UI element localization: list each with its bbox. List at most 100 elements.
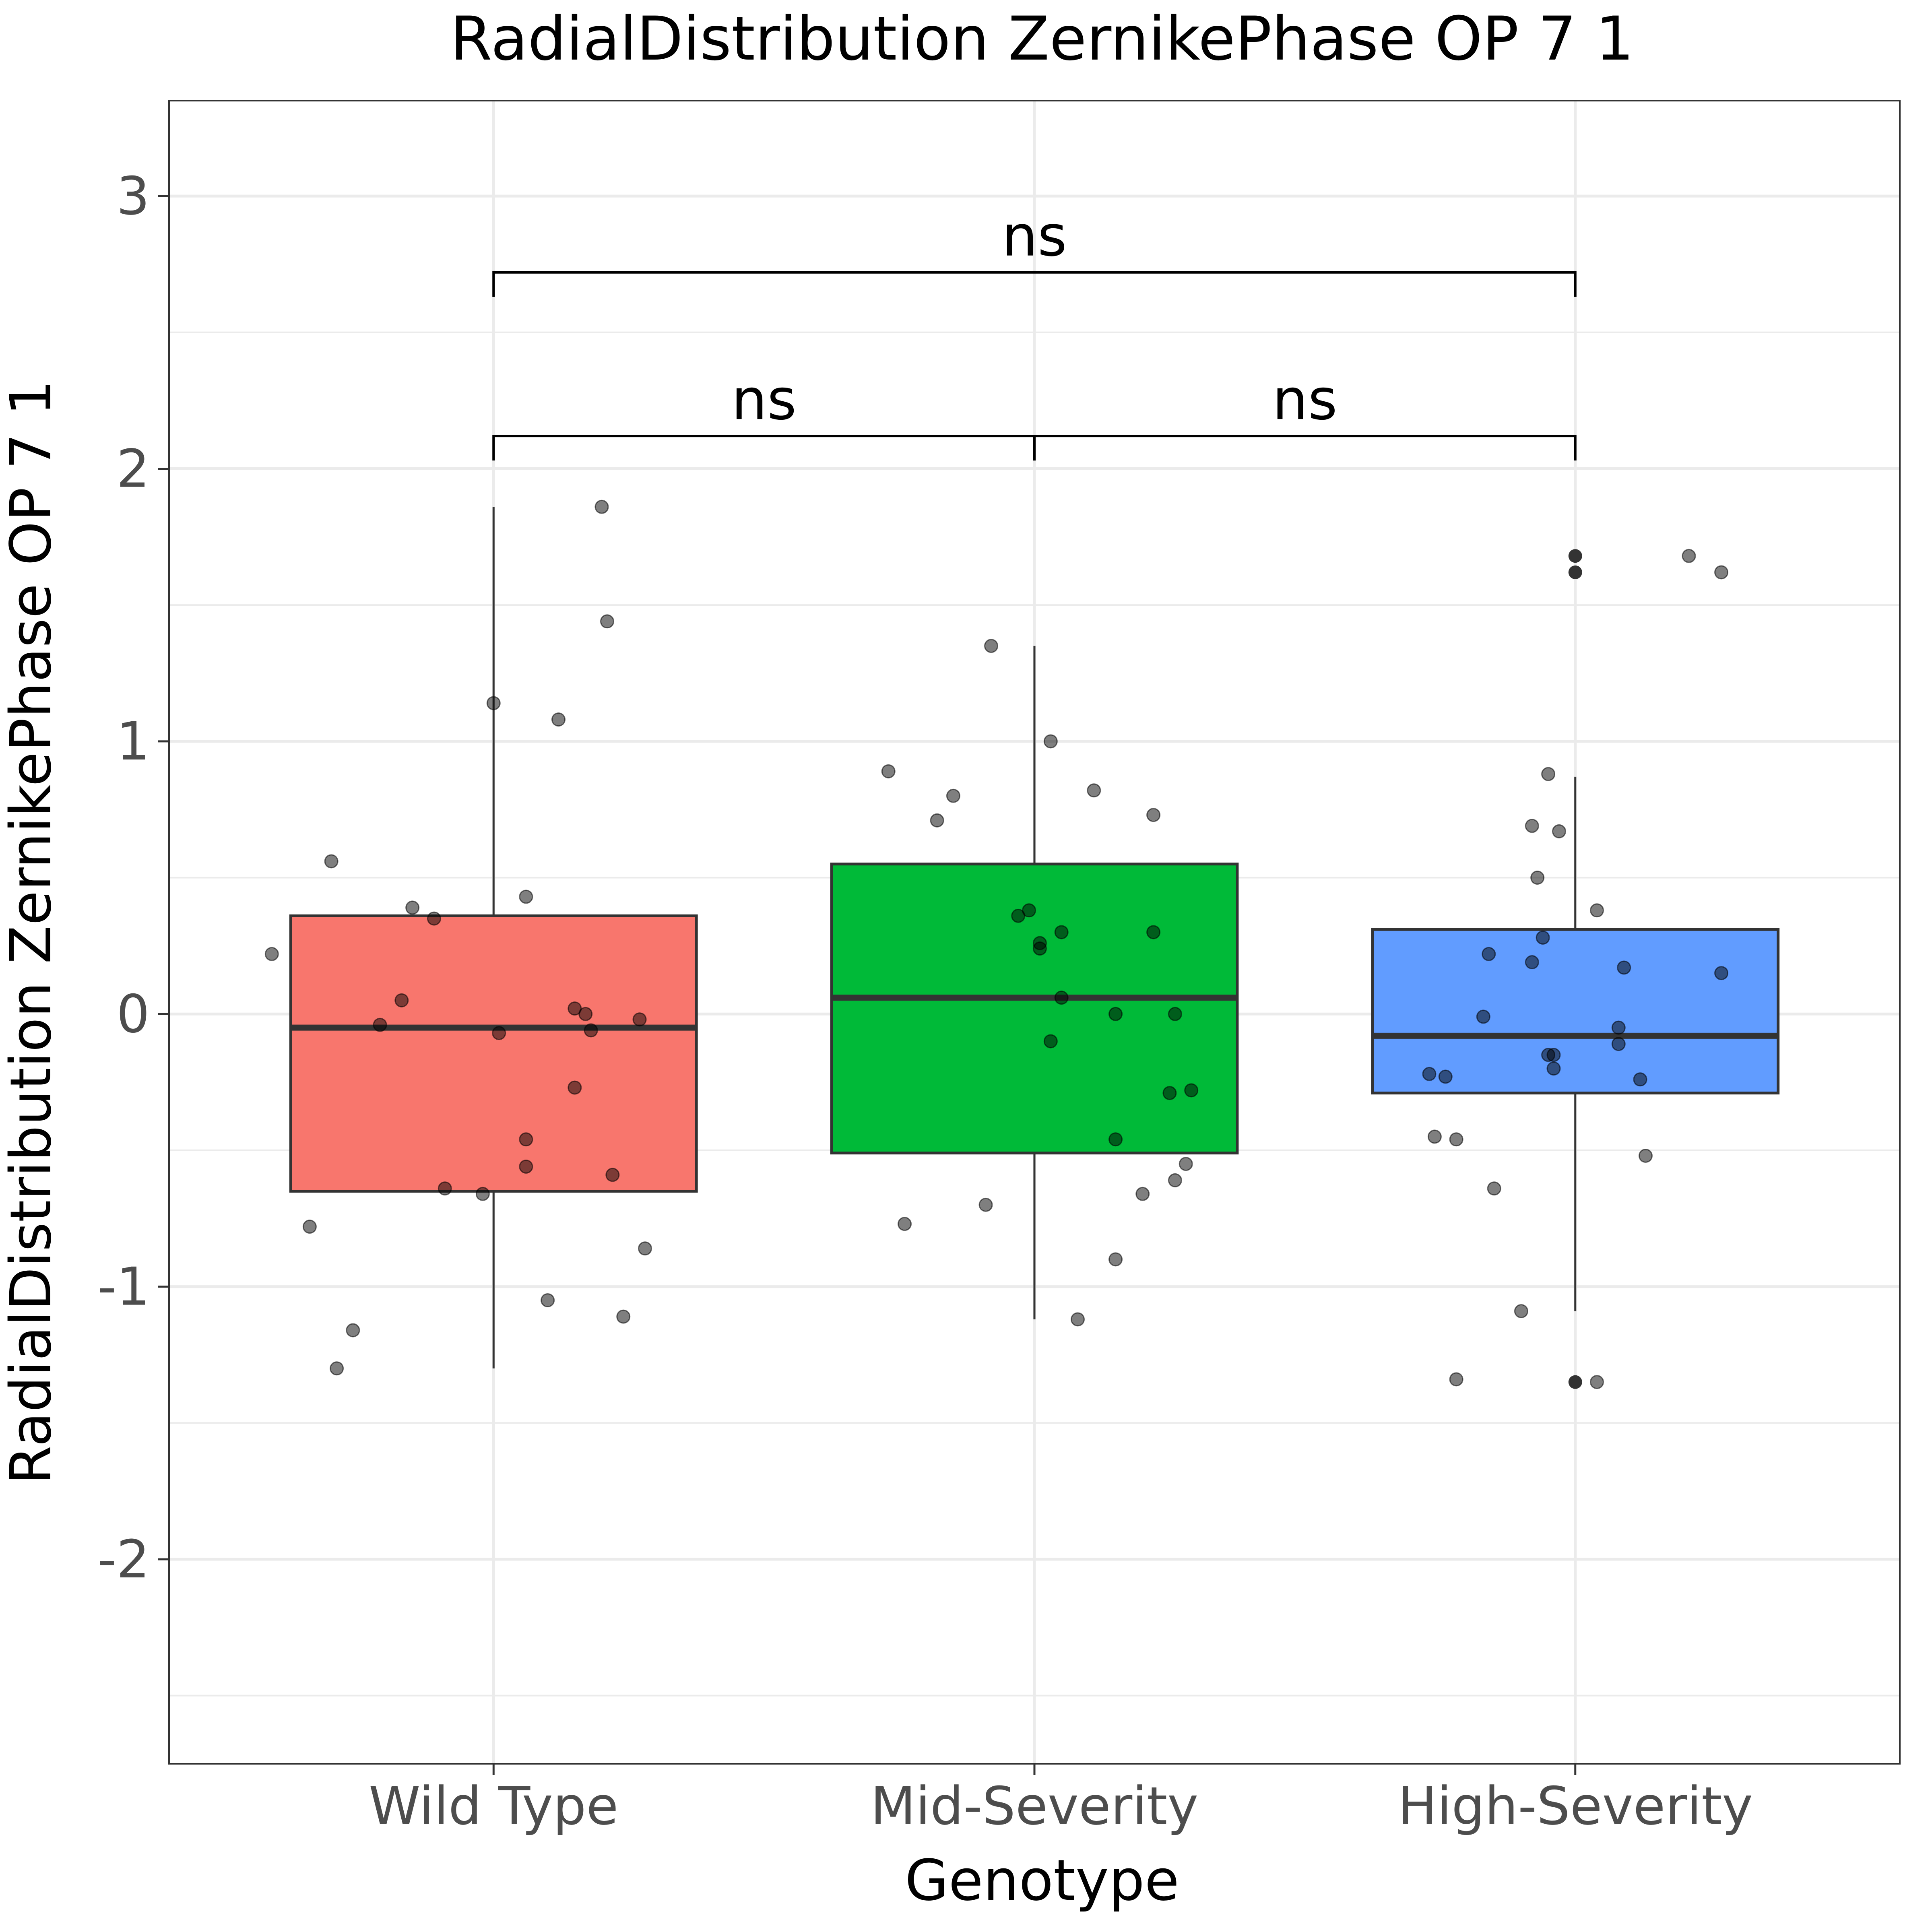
data-point (1422, 1067, 1437, 1081)
outlier-point (1568, 549, 1582, 563)
data-point (1427, 1129, 1442, 1144)
data-point (616, 1309, 631, 1324)
data-point (519, 1160, 533, 1174)
data-point (568, 1080, 582, 1095)
comparison-bracket (1033, 435, 1577, 461)
x-tick-label: Mid-Severity (871, 1775, 1199, 1837)
data-point (1546, 1048, 1561, 1062)
data-point (1536, 931, 1550, 945)
data-point (486, 696, 501, 710)
data-point (1590, 903, 1604, 918)
data-point (638, 1241, 652, 1256)
data-point (1108, 1252, 1123, 1267)
outlier-point (1568, 565, 1582, 579)
data-point (1449, 1132, 1463, 1147)
data-point (551, 712, 566, 727)
data-point (1530, 871, 1545, 885)
data-point (600, 614, 614, 629)
data-point (594, 500, 609, 514)
box (289, 914, 698, 1193)
data-point (1168, 1173, 1182, 1187)
data-point (1108, 1132, 1123, 1147)
data-point (1179, 1157, 1193, 1171)
whiskers (492, 507, 1577, 1368)
y-tick-label: 3 (116, 165, 150, 227)
data-point (519, 890, 533, 904)
data-point (1438, 1069, 1453, 1084)
x-tick-label: Wild Type (369, 1775, 618, 1837)
data-point (946, 788, 960, 803)
outlier-point (1568, 1375, 1582, 1389)
data-point (475, 1187, 490, 1201)
data-point (632, 1012, 647, 1027)
data-point (1682, 549, 1696, 563)
data-point (1487, 1181, 1501, 1196)
data-point (541, 1293, 555, 1307)
data-point (1633, 1072, 1647, 1087)
data-point (1032, 941, 1047, 956)
data-point (1476, 1009, 1490, 1024)
data-point (1054, 991, 1069, 1005)
y-tick-label: 2 (116, 438, 150, 499)
significance-brackets: ns ns ns (492, 204, 1577, 461)
data-point (1146, 925, 1161, 939)
data-point (405, 900, 420, 915)
data-point (324, 854, 339, 869)
data-point (1043, 734, 1058, 749)
data-point (1617, 960, 1631, 975)
data-point (1552, 824, 1566, 838)
data-point (1054, 925, 1069, 939)
data-point (346, 1323, 360, 1338)
data-point (373, 1018, 387, 1032)
box (1371, 928, 1780, 1095)
data-point (519, 1132, 533, 1147)
data-point (1546, 1061, 1561, 1076)
significance-label: ns (1002, 204, 1067, 269)
data-point (1525, 955, 1539, 970)
y-axis-title: RadialDistribution ZernikePhase OP 7 1 (0, 380, 64, 1485)
data-point (1714, 565, 1729, 580)
data-point (1611, 1037, 1626, 1051)
data-point (1043, 1034, 1058, 1049)
data-point (492, 1026, 506, 1040)
y-tick-label: 1 (116, 711, 150, 772)
data-point (1022, 903, 1036, 918)
data-point (302, 1220, 317, 1234)
outlier-points (1568, 549, 1582, 1389)
y-axis: 3 2 1 0 -1 -2 (97, 165, 169, 1590)
data-point (1514, 1304, 1528, 1319)
y-tick-label: -1 (97, 1256, 150, 1317)
data-point (1162, 1086, 1177, 1100)
data-point (881, 764, 896, 778)
y-tick-label: -2 (97, 1529, 150, 1590)
x-tick-label: High-Severity (1397, 1775, 1753, 1837)
data-point (898, 1217, 912, 1231)
data-point (1071, 1312, 1085, 1327)
data-point (1611, 1020, 1626, 1035)
data-point (605, 1168, 620, 1182)
data-points (264, 500, 1729, 1389)
data-point (1087, 783, 1101, 798)
data-point (578, 1007, 593, 1021)
data-point (1168, 1007, 1182, 1021)
data-point (584, 1023, 598, 1038)
data-point (1146, 808, 1161, 822)
data-point (1590, 1375, 1604, 1389)
x-axis-title: Genotype (905, 1848, 1179, 1913)
chart-title: RadialDistribution ZernikePhase OP 7 1 (450, 4, 1634, 74)
significance-label: ns (731, 367, 797, 433)
y-tick-label: 0 (116, 983, 150, 1044)
data-point (427, 911, 441, 926)
data-point (978, 1197, 993, 1212)
data-point (1108, 1007, 1123, 1021)
data-point (438, 1181, 452, 1196)
data-point (330, 1361, 344, 1376)
comparison-bracket (492, 271, 1577, 297)
data-point (984, 639, 998, 653)
data-point (1482, 947, 1496, 961)
x-axis: Wild Type Mid-Severity High-Severity (369, 1764, 1753, 1837)
plot-area: ns ns ns (168, 100, 1901, 1765)
data-point (1541, 767, 1556, 781)
data-point (930, 813, 944, 828)
